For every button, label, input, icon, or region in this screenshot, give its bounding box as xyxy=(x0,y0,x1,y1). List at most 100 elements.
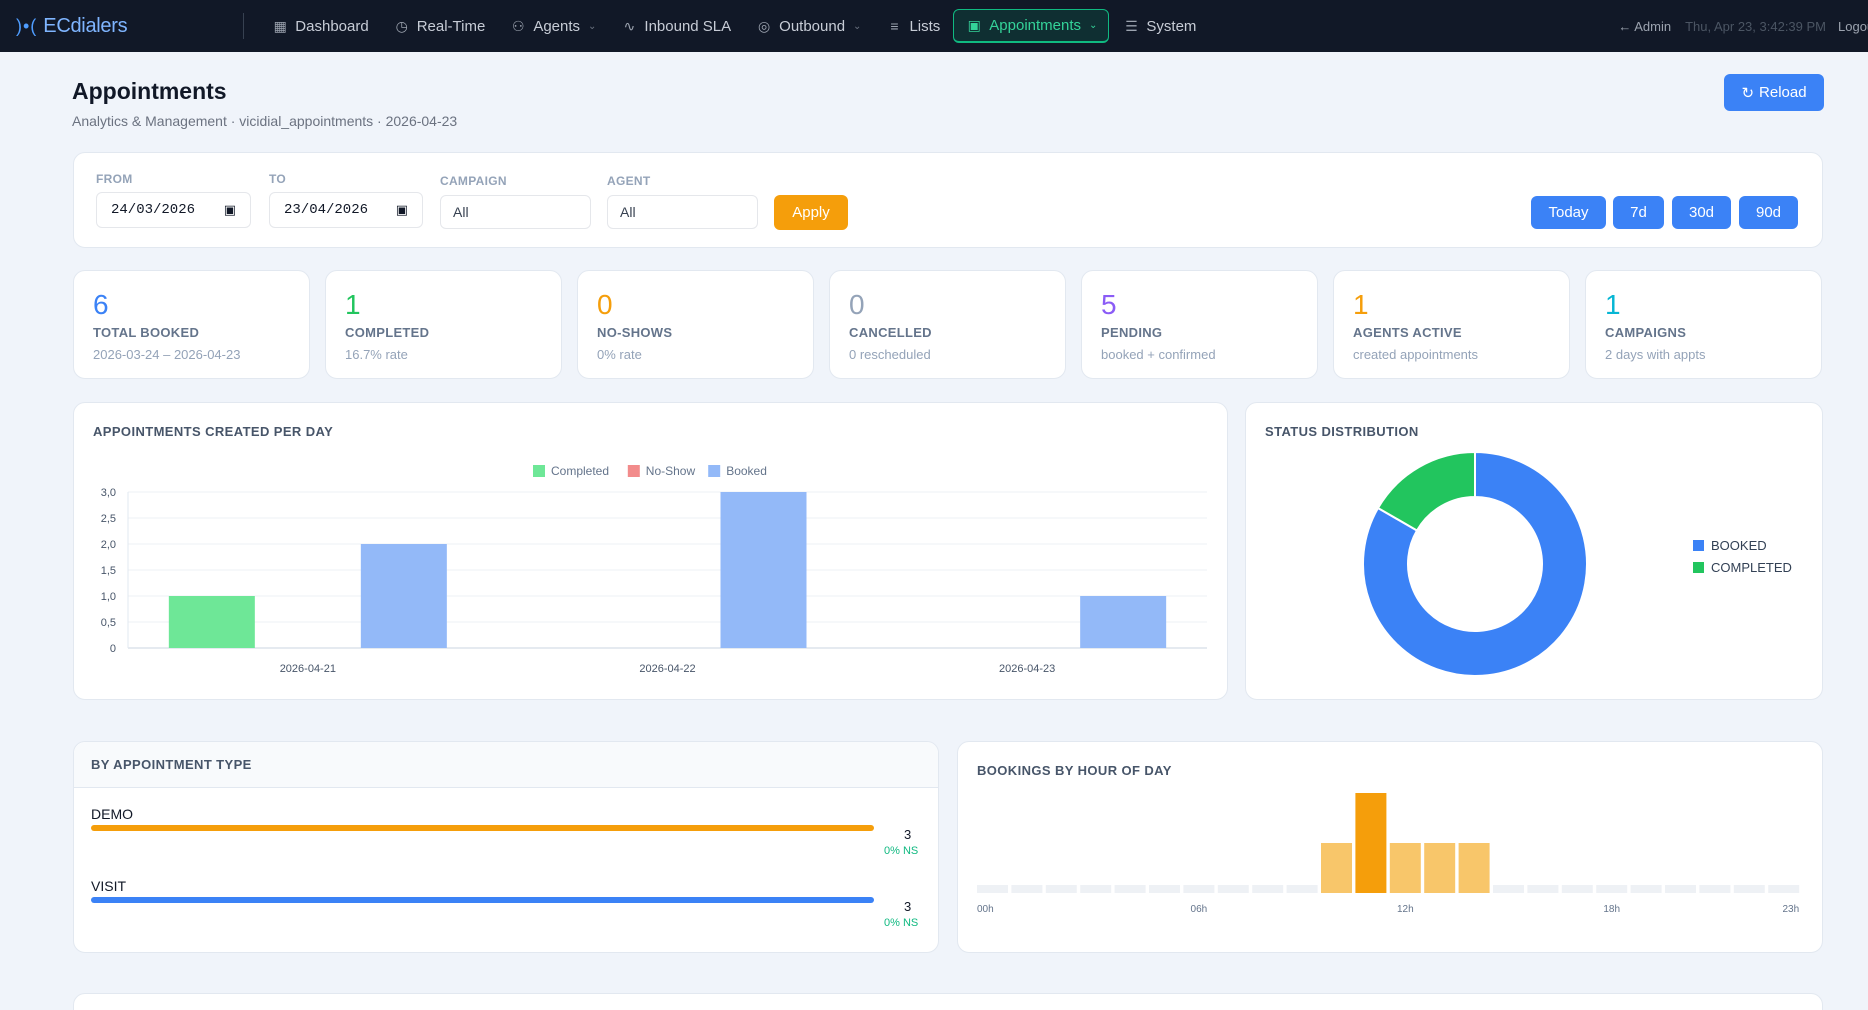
donut-slice-completed[interactable] xyxy=(1376,450,1476,532)
campaign-select[interactable]: All xyxy=(440,195,591,229)
target-icon: ◎ xyxy=(758,17,771,34)
donut-slice-booked[interactable] xyxy=(1362,450,1588,677)
legend-label: BOOKED xyxy=(1711,538,1767,553)
logout-link[interactable]: Logout xyxy=(1838,18,1868,34)
kpi-value: 6 xyxy=(93,289,109,320)
nav-item-system[interactable]: ☰ System xyxy=(1111,9,1207,43)
hour-bar-1[interactable] xyxy=(1011,885,1043,893)
bar-booked-2026-04-23[interactable] xyxy=(1080,596,1167,648)
nav-divider xyxy=(243,13,245,39)
hour-tick-label: 18h xyxy=(1603,904,1620,915)
range-90d-button[interactable]: 90d xyxy=(1739,196,1798,229)
range-today-button[interactable]: Today xyxy=(1531,196,1606,229)
agent-select[interactable]: All xyxy=(607,195,758,229)
nav-item-real-time[interactable]: ◷ Real-Time xyxy=(382,9,497,43)
chart-title: BOOKINGS BY HOUR OF DAY xyxy=(977,763,1172,778)
hour-bar-18[interactable] xyxy=(1596,885,1628,893)
hour-bar-11[interactable] xyxy=(1355,793,1387,893)
nav-item-label: Real-Time xyxy=(416,17,486,35)
nav-item-dashboard[interactable]: ▦ Dashboard xyxy=(260,9,379,43)
hour-bar-14[interactable] xyxy=(1458,843,1490,893)
page-subtitle: Analytics & Management · vicidial_appoin… xyxy=(72,113,458,129)
hour-bar-6[interactable] xyxy=(1183,885,1215,893)
nav-item-label: Lists xyxy=(909,17,941,35)
hour-bar-20[interactable] xyxy=(1665,885,1696,893)
hour-bar-16[interactable] xyxy=(1527,885,1559,893)
kpi-sub: 2026-03-24 – 2026-04-23 xyxy=(93,347,241,362)
admin-link[interactable]: ← Admin xyxy=(1618,18,1672,34)
chevron-down-icon: ⌄ xyxy=(588,20,597,32)
hour-bar-3[interactable] xyxy=(1080,885,1112,893)
hour-tick-label: 00h xyxy=(977,904,994,915)
bar-booked-2026-04-21[interactable] xyxy=(360,544,447,648)
kpi-campaigns: 1 CAMPAIGNS 2 days with appts xyxy=(1585,270,1822,379)
hour-bar-19[interactable] xyxy=(1630,885,1662,893)
reload-button[interactable]: ↻ Reload xyxy=(1724,74,1824,111)
kpi-value: 1 xyxy=(345,289,361,320)
chevron-down-icon: ⌄ xyxy=(853,20,862,32)
hour-bar-10[interactable] xyxy=(1321,843,1352,893)
hour-bar-0[interactable] xyxy=(977,885,1008,893)
hour-bar-15[interactable] xyxy=(1493,885,1524,893)
apply-button[interactable]: Apply xyxy=(774,195,848,230)
nav-item-appointments[interactable]: ▣ Appointments ⌄ xyxy=(953,9,1110,43)
hour-bar-9[interactable] xyxy=(1286,885,1318,893)
from-label: FROM xyxy=(96,172,133,186)
hour-bar-8[interactable] xyxy=(1252,885,1284,893)
nav-item-agents[interactable]: ⚇ Agents ⌄ xyxy=(498,9,607,43)
calendar-icon[interactable]: ▣ xyxy=(223,202,236,218)
campaign-label: CAMPAIGN xyxy=(440,174,507,188)
bar-booked-2026-04-22[interactable] xyxy=(720,492,807,648)
hour-bar-7[interactable] xyxy=(1217,885,1249,893)
nav-item-outbound[interactable]: ◎ Outbound ⌄ xyxy=(744,9,872,43)
kpi-sub: 0% rate xyxy=(597,347,642,362)
chart-title: APPOINTMENTS CREATED PER DAY xyxy=(93,424,334,439)
grid-icon: ▦ xyxy=(273,17,287,34)
hour-bar-2[interactable] xyxy=(1045,885,1077,893)
hour-bar-5[interactable] xyxy=(1149,885,1180,893)
hour-bar-17[interactable] xyxy=(1561,885,1593,893)
kpi-sub: 2 days with appts xyxy=(1605,347,1706,362)
range-30d-button[interactable]: 30d xyxy=(1672,196,1731,229)
brand-logo[interactable]: )•( ECdialers xyxy=(16,15,128,38)
legend-swatch xyxy=(1693,562,1704,573)
kpi-sub: 16.7% rate xyxy=(345,347,408,362)
kpi-sub: created appointments xyxy=(1353,347,1479,362)
hour-tick-label: 23h xyxy=(1783,904,1800,915)
nav-menu: ▦ Dashboard ◷ Real-Time ⚇ Agents ⌄ ∿ Inbound SLA… xyxy=(260,9,1209,43)
kpi-total-booked: 6 TOTAL BOOKED 2026-03-24 – 2026-04-23 xyxy=(73,270,310,379)
hour-bar-13[interactable] xyxy=(1424,843,1456,893)
agent-label: AGENT xyxy=(607,174,651,188)
type-noshow-rate: 0% NS xyxy=(884,845,919,857)
legend-label: COMPLETED xyxy=(1711,560,1792,575)
kpi-completed: 1 COMPLETED 16.7% rate xyxy=(325,270,562,379)
page-title: Appointments xyxy=(72,78,227,104)
range-7d-button[interactable]: 7d xyxy=(1613,196,1664,229)
by-appointment-type-card: BY APPOINTMENT TYPE DEMO 3 0% NS VISIT 3 0% N… xyxy=(73,741,939,953)
y-tick-label: 0,5 xyxy=(101,617,116,629)
bookings-by-hour-chart: 00h 06h 12h 18h 23h xyxy=(977,793,1800,915)
hour-bar-23[interactable] xyxy=(1768,885,1800,893)
hour-bar-22[interactable] xyxy=(1733,885,1765,893)
bar-completed-2026-04-21[interactable] xyxy=(168,596,255,648)
from-date-input[interactable]: 24/03/2026 ▣ xyxy=(96,192,251,228)
x-tick-label: 2026-04-22 xyxy=(639,663,695,675)
nav-item-inbound-sla[interactable]: ∿ Inbound SLA xyxy=(609,9,742,43)
kpi-sub: booked + confirmed xyxy=(1101,347,1216,362)
kpi-agents-active: 1 AGENTS ACTIVE created appointments xyxy=(1333,270,1570,379)
y-tick-label: 1,0 xyxy=(101,591,116,603)
kpi-label: NO-SHOWS xyxy=(597,325,673,340)
x-tick-label: 2026-04-23 xyxy=(999,663,1055,675)
kpi-sub: 0 rescheduled xyxy=(849,347,931,362)
nav-item-label: Inbound SLA xyxy=(644,17,732,35)
nav-item-label: System xyxy=(1146,17,1197,35)
server-icon: ☰ xyxy=(1125,17,1138,34)
to-date-input[interactable]: 23/04/2026 ▣ xyxy=(269,192,423,228)
chart-legend: Completed No-Show Booked xyxy=(533,464,767,478)
hour-bar-12[interactable] xyxy=(1389,843,1421,893)
nav-item-lists[interactable]: ≡ Lists xyxy=(874,9,951,43)
hour-bar-4[interactable] xyxy=(1114,885,1146,893)
hour-bar-21[interactable] xyxy=(1699,885,1731,893)
legend-label: No-Show xyxy=(646,464,696,478)
calendar-icon[interactable]: ▣ xyxy=(395,202,408,218)
